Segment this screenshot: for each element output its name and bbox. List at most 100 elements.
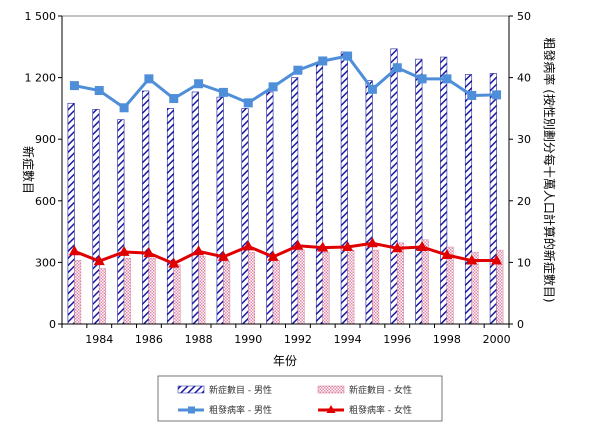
right-axis: 0 10 20 30 40 50 [508,10,531,331]
point-rate-female-1989 [217,250,229,261]
point-rate-male-1987 [169,94,179,104]
bar-male-1988 [191,91,199,325]
bar-female-1991 [272,260,280,325]
bar-female-1983 [74,260,82,325]
line-group [68,51,503,268]
point-rate-female-1997 [416,241,428,251]
bar-male-1995 [365,80,373,325]
bar-male-1998 [440,56,448,325]
bar-male-1987 [166,108,175,325]
right-tick-label: 50 [517,10,531,23]
point-rate-male-1992 [293,65,303,75]
point-rate-male-1990 [243,98,253,108]
x-axis: 1984 1986 1988 1990 1992 1994 1996 1998 2000 [61,323,511,346]
bar-female-1987 [173,264,181,325]
line-rate-female [73,241,497,266]
right-tick-label: 30 [517,133,531,146]
left-tick-label: 1 500 [25,10,57,23]
point-rate-male-1993 [318,56,328,66]
left-tick-label: 900 [35,133,56,146]
bar-male-1984 [92,109,100,325]
x-tick-label: 1990 [234,333,262,346]
point-rate-male-1988 [194,79,204,89]
bar-male-1983 [67,102,75,325]
point-rate-male-1986 [144,74,154,84]
legend-label-male-cases: 新症數目 - 男性 [209,384,272,396]
legend-label-female-cases: 新症數目 - 女性 [349,384,412,396]
y-right-title: 粗發病率 (按性別劃分每十萬人口計算的新症數目) [542,37,557,302]
x-tick-label: 1988 [185,333,213,346]
legend-box [157,375,443,422]
point-rate-female-1998 [441,249,453,260]
left-tick-label: 600 [35,195,56,208]
bar-male-1997 [415,58,423,325]
point-rate-male-1989 [218,87,228,97]
point-rate-female-1994 [342,241,354,251]
legend-label-male-rate: 粗發病率 - 男性 [209,404,272,416]
plot-area [61,15,510,325]
bar-female-1996 [397,242,404,325]
point-rate-male-1985 [119,103,129,113]
bar-male-1993 [315,63,324,325]
right-tick-label: 0 [517,318,524,331]
y-left-title: 新症數目 [21,146,36,194]
right-tick-label: 20 [517,195,531,208]
legend-swatch-male-cases [177,385,205,394]
point-rate-female-1985 [118,245,130,256]
point-rate-male-1997 [417,74,427,84]
x-tick-label: 1994 [334,333,362,346]
bar-female-1990 [248,251,255,325]
bar-female-1994 [347,249,355,325]
point-rate-female-1999 [466,254,478,265]
bar-male-1996 [390,48,398,325]
point-rate-female-1993 [317,241,329,252]
bar-male-1990 [241,108,249,325]
point-rate-female-1995 [366,237,378,248]
point-rate-male-1995 [367,84,377,94]
point-rate-male-1983 [69,81,79,91]
point-rate-female-1984 [93,255,105,266]
x-tick-label: 1986 [135,333,163,346]
point-rate-female-1988 [193,245,205,256]
bar-female-1985 [123,258,131,325]
x-title: 年份 [273,354,297,368]
left-tick-label: 1 200 [25,72,57,85]
point-rate-female-1986 [143,247,155,258]
point-rate-female-1996 [391,242,403,253]
bar-female-1989 [223,261,231,325]
point-rate-male-2000 [492,90,502,100]
point-rate-female-1991 [267,250,279,261]
point-rate-male-1991 [268,82,278,92]
point-rate-male-1996 [392,63,402,73]
bar-female-1995 [372,249,380,325]
bar-male-1989 [216,96,224,325]
bar-female-1992 [297,249,305,325]
legend-swatch-female-cases [317,385,345,394]
bar-male-1985 [117,119,125,325]
point-rate-male-1998 [442,74,452,84]
legend-marker-female-rate [326,405,336,413]
bar-male-1992 [291,77,299,325]
left-axis: 0 300 600 900 1 200 1 500 [25,10,63,331]
left-tick-label: 300 [35,256,56,269]
point-rate-female-1987 [168,257,180,268]
point-rate-male-1994 [343,51,353,61]
bar-male-1991 [266,91,274,325]
legend-label-female-rate: 粗發病率 - 女性 [349,404,412,416]
point-rate-female-1983 [68,245,80,256]
point-rate-male-1999 [467,90,477,100]
right-tick-label: 10 [517,256,531,269]
bar-male-2000 [489,73,497,325]
bar-male-1994 [340,51,348,325]
x-tick-label: 1992 [284,333,312,346]
bar-female-1993 [322,251,330,325]
x-tick-label: 1984 [85,333,113,346]
bar-male-1986 [142,90,150,325]
bar-female-1986 [148,258,156,325]
bar-male-1999 [464,74,473,325]
point-rate-female-1992 [292,239,304,250]
legend-marker-male-rate [188,406,195,414]
bar-female-1988 [198,256,206,325]
